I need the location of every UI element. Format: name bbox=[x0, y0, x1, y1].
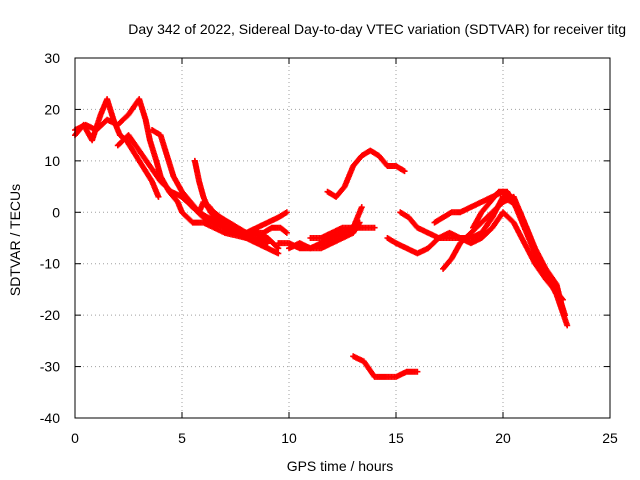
data-point bbox=[155, 193, 162, 200]
x-tick-label: 25 bbox=[602, 430, 618, 446]
y-tick-label: -30 bbox=[40, 359, 60, 375]
data-point bbox=[414, 368, 421, 375]
x-tick-label: 15 bbox=[388, 430, 404, 446]
x-tick-label: 0 bbox=[71, 430, 79, 446]
data-point bbox=[283, 229, 290, 236]
series-track-9 bbox=[243, 224, 290, 241]
plot-frame bbox=[74, 57, 611, 419]
data-point bbox=[275, 250, 282, 257]
data-point bbox=[274, 244, 281, 251]
y-tick-label: 10 bbox=[44, 153, 60, 169]
y-tick-label: 30 bbox=[44, 50, 60, 66]
data-point bbox=[401, 168, 408, 175]
series-track-13 bbox=[324, 147, 408, 200]
y-tick-labels: 30 20 10 0 -10 -20 -30 -40 bbox=[40, 50, 60, 426]
x-axis-label: GPS time / hours bbox=[287, 458, 394, 474]
data-point bbox=[275, 245, 282, 252]
y-tick-label: -10 bbox=[40, 256, 60, 272]
y-tick-label: -40 bbox=[40, 410, 60, 426]
data-point bbox=[264, 235, 271, 241]
y-axis-label: SDTVAR / TECUs bbox=[7, 184, 23, 296]
series-track-8 bbox=[232, 209, 290, 236]
grid-lines bbox=[75, 58, 610, 418]
y-tick-label: 20 bbox=[44, 101, 60, 117]
x-tick-label: 10 bbox=[281, 430, 297, 446]
series-track-14 bbox=[350, 353, 421, 380]
y-tick-label: -20 bbox=[40, 307, 60, 323]
chart-title: Day 342 of 2022, Sidereal Day-to-day VTE… bbox=[128, 21, 626, 37]
data-point bbox=[283, 209, 290, 216]
series-track-12 bbox=[307, 224, 378, 241]
y-tick-label: 0 bbox=[52, 204, 60, 220]
data-point bbox=[371, 224, 378, 231]
series-track-19 bbox=[470, 188, 569, 319]
x-tick-label: 20 bbox=[495, 430, 511, 446]
series-track-1 bbox=[72, 96, 162, 200]
data-point bbox=[562, 312, 569, 319]
data-point bbox=[358, 204, 365, 211]
axis-ticks bbox=[74, 57, 611, 419]
data-point bbox=[264, 240, 271, 247]
series-track-11 bbox=[286, 204, 365, 252]
data-point bbox=[282, 229, 289, 235]
data-marks bbox=[72, 96, 571, 380]
x-tick-label: 5 bbox=[178, 430, 186, 446]
data-point bbox=[564, 322, 571, 329]
x-tick-labels: 0 5 10 15 20 25 bbox=[71, 430, 618, 446]
